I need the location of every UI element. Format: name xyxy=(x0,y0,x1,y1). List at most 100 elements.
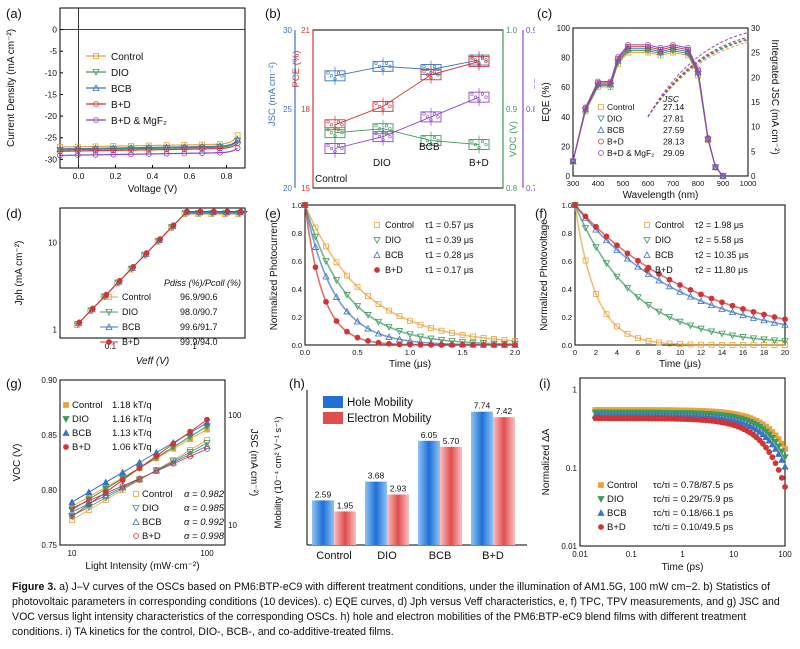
eqe-marker xyxy=(606,80,615,88)
decay-marker xyxy=(364,312,372,319)
decay-marker xyxy=(353,303,362,310)
voc-point xyxy=(336,128,341,132)
jv-marker xyxy=(233,136,242,143)
pce-point xyxy=(340,123,344,127)
jv-curve-dio xyxy=(59,140,239,151)
y-tick-label: 0.4 xyxy=(292,285,302,294)
decay-marker xyxy=(698,291,704,298)
category-label: DIO xyxy=(377,550,397,562)
panel-label: (f) xyxy=(535,206,547,221)
x-tick-label: 0.8 xyxy=(221,171,233,181)
hole-bar xyxy=(312,500,334,545)
caption-text: a) J–V curves of the OSCs based on PM6:B… xyxy=(12,581,780,638)
pce-point xyxy=(480,56,485,61)
y2-tick-label: 25 xyxy=(751,49,760,58)
x-axis-label: Wavelength (nm) xyxy=(623,190,699,200)
x-tick-label: 0.2 xyxy=(110,171,122,181)
electron-bar xyxy=(440,446,462,545)
legend-alpha: α = 0.992 xyxy=(184,517,225,528)
ta-marker xyxy=(766,449,773,455)
jsc-marker xyxy=(204,446,210,452)
decay-marker xyxy=(728,332,737,340)
jph-marker xyxy=(130,264,137,270)
panel-e: (e) 0.0 0.5 1.0 1.5 2.0 0.0 0.2 0.4 0.6 0.8 1.0 Time… xyxy=(265,201,520,370)
ta-marker xyxy=(781,462,789,470)
decay-marker xyxy=(761,311,767,318)
eqe-marker xyxy=(712,163,719,170)
x-tick-label: 0 xyxy=(573,348,577,357)
jph-curve xyxy=(77,212,246,325)
x-tick-label: 100 xyxy=(200,549,214,558)
category-label: BCB xyxy=(419,142,440,153)
jv-curve-b-d-mgf- xyxy=(59,147,238,157)
ff-point xyxy=(374,132,378,136)
ff-point xyxy=(381,138,385,142)
legend-marker xyxy=(133,491,139,497)
jv-marker xyxy=(92,151,99,158)
y-tick-label: 0.80 xyxy=(41,486,57,495)
electron-bar xyxy=(493,417,515,545)
ff-point xyxy=(425,115,430,119)
jsc-axis-label: JSC (mA cm⁻²) xyxy=(267,62,278,126)
ff-point xyxy=(377,135,382,139)
bar-value-label: 7.74 xyxy=(474,401,491,411)
decay-marker xyxy=(603,233,610,240)
category-label: Control xyxy=(316,550,351,562)
decay-marker xyxy=(491,342,497,348)
jv-marker xyxy=(74,146,82,154)
x-tick-label: 12 xyxy=(697,348,705,357)
voc-point xyxy=(384,124,389,128)
voc-point xyxy=(388,127,392,131)
decay-marker xyxy=(311,233,320,241)
jsc-point xyxy=(388,64,392,68)
pce-point xyxy=(432,70,437,74)
legend-marker xyxy=(597,496,605,503)
jph-marker xyxy=(210,208,217,215)
decay-marker xyxy=(364,324,372,332)
jsc-marker xyxy=(203,440,211,447)
category-label: B+D xyxy=(482,550,504,562)
voc-point xyxy=(425,139,430,143)
decay-marker xyxy=(707,328,716,336)
decay-marker xyxy=(385,324,393,331)
decay-marker xyxy=(614,242,620,249)
y-tick-label: -15 xyxy=(45,89,58,99)
y-tick-label: 0.6 xyxy=(292,257,302,266)
legend-marker xyxy=(598,524,604,530)
pce-tick-label: 21 xyxy=(301,26,310,35)
ta-marker xyxy=(769,454,776,461)
jsc-point xyxy=(336,71,341,75)
decay-marker xyxy=(332,277,341,284)
decay-marker xyxy=(613,246,621,253)
decay-marker xyxy=(729,342,736,348)
jv-curve-b-d xyxy=(59,142,238,152)
y-tick-label: 10 xyxy=(48,239,57,248)
decay-marker xyxy=(365,293,371,300)
decay-marker xyxy=(770,337,779,345)
y-tick-label: -5 xyxy=(49,46,57,56)
legend-marker xyxy=(92,84,100,91)
category-label: B+D xyxy=(469,158,489,169)
legend-label: Hole Mobility xyxy=(347,397,413,409)
x-tick-label: 400 xyxy=(592,179,605,188)
legend-marker xyxy=(597,115,605,123)
ff-point xyxy=(429,118,433,122)
voc-marker xyxy=(203,419,211,426)
decay-marker xyxy=(687,286,694,293)
plot-frame xyxy=(572,27,749,177)
jv-marker xyxy=(180,144,188,152)
jsc-marker xyxy=(68,508,76,515)
legend-value: 96.9/90.6 xyxy=(180,292,218,302)
eqe-marker xyxy=(695,66,701,73)
decay-marker xyxy=(665,282,674,290)
decay-curve xyxy=(304,204,516,345)
decay-marker xyxy=(781,338,789,345)
legend-tau: τ2 = 5.58 μs xyxy=(695,235,744,245)
legend-marker xyxy=(106,339,112,345)
jsc-fit-line xyxy=(71,445,208,513)
legend-label: Control xyxy=(111,52,143,63)
voc-point xyxy=(329,131,334,135)
legend-label: B+D & MgF₂ xyxy=(111,116,167,127)
jsc-tick-label: 25 xyxy=(283,105,292,114)
decay-marker xyxy=(354,334,361,341)
